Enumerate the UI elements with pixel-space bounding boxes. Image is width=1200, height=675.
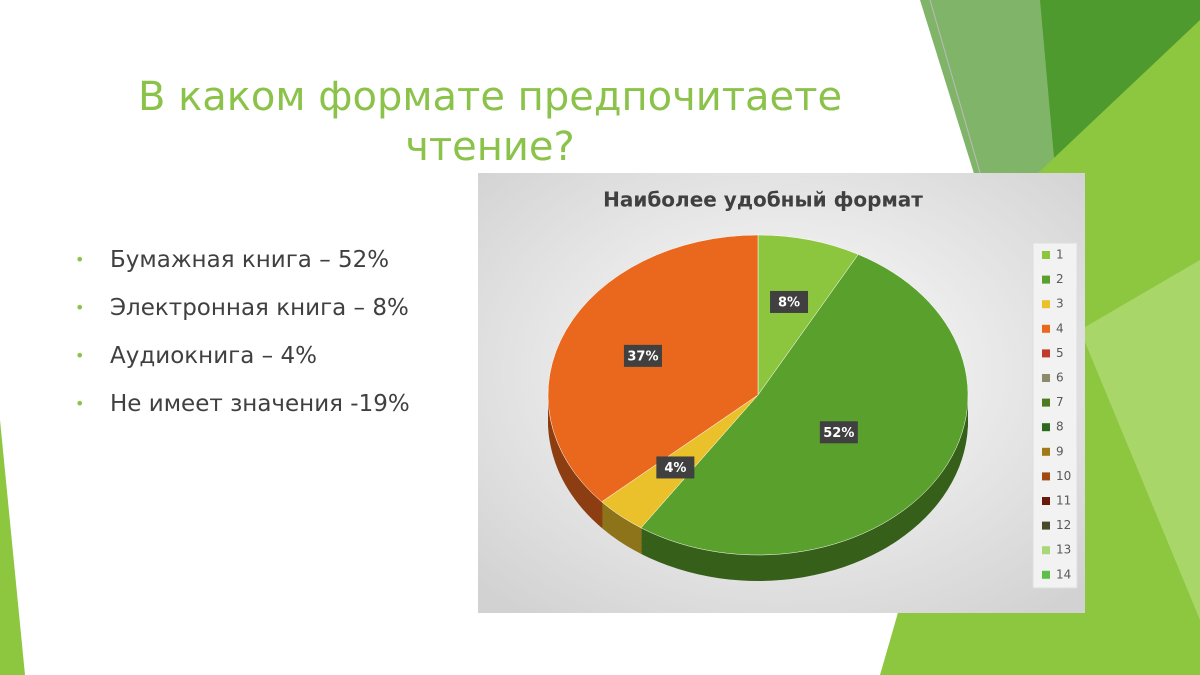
chart: Наиболее удобный формат 8%52%4%37%123456… (478, 173, 1085, 613)
legend-swatch (1042, 374, 1050, 382)
legend-swatch (1042, 349, 1050, 358)
legend-swatch (1042, 251, 1050, 259)
data-label: 37% (627, 349, 658, 364)
legend-swatch (1042, 275, 1050, 284)
data-label-box (770, 290, 809, 313)
legend-label: 1 (1056, 248, 1064, 262)
data-label-box (623, 344, 662, 367)
legend-label: 12 (1056, 518, 1071, 532)
green-shape (0, 420, 25, 675)
thin-line (929, 0, 986, 191)
legend-swatch (1042, 472, 1050, 481)
legend-label: 9 (1056, 444, 1064, 458)
legend-label: 11 (1056, 494, 1071, 508)
legend-box (1032, 242, 1078, 589)
data-label: 4% (664, 461, 686, 476)
legend-swatch (1042, 324, 1050, 333)
legend-label: 4 (1056, 321, 1064, 335)
legend-swatch (1042, 546, 1050, 555)
green-shape (1080, 260, 1200, 620)
legend-label: 10 (1056, 469, 1071, 483)
bullet: Аудиокнига – 4% (75, 336, 410, 384)
chart-title: Наиболее удобный формат (603, 188, 923, 212)
legend-label: 6 (1056, 371, 1064, 385)
bullet: Электронная книга – 8% (75, 288, 410, 336)
legend-swatch (1042, 570, 1050, 579)
legend-swatch (1042, 497, 1050, 505)
legend-swatch (1042, 300, 1050, 309)
data-label: 52% (823, 426, 854, 441)
bullet: Не имеет значения -19% (75, 384, 410, 432)
slice (640, 254, 969, 556)
legend-label: 5 (1056, 346, 1064, 360)
legend-label: 13 (1056, 543, 1071, 557)
data-label-box (656, 456, 695, 479)
legend-swatch (1042, 521, 1050, 530)
slice (547, 234, 759, 503)
bullet-list: Бумажная книга – 52%Электронная книга – … (75, 240, 410, 432)
slide-title: В каком формате предпочитаете чтение? (137, 74, 843, 170)
legend-label: 8 (1056, 420, 1064, 434)
legend-label: 14 (1056, 567, 1071, 581)
data-label: 8% (778, 295, 800, 310)
data-label-box (819, 421, 858, 444)
bullet: Бумажная книга – 52% (75, 240, 410, 288)
legend-label: 2 (1056, 272, 1064, 286)
legend-label: 3 (1056, 297, 1064, 311)
slice (757, 234, 859, 396)
legend-label: 7 (1056, 395, 1064, 409)
legend-swatch (1042, 447, 1050, 456)
legend-swatch (1042, 398, 1050, 407)
legend-swatch (1042, 423, 1050, 432)
